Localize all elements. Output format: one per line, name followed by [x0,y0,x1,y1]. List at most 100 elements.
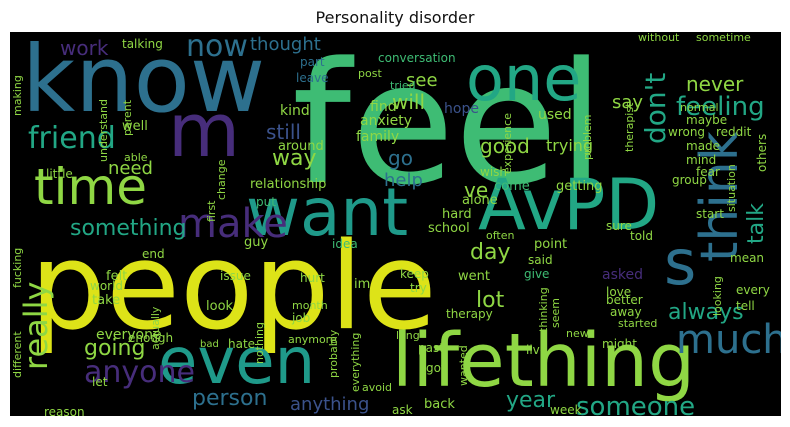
word-group: group [672,173,707,187]
word-well: well [122,119,148,134]
word-first: first [205,200,218,223]
word-actually: actually [149,306,162,350]
word-talk: talk [744,203,769,244]
word-part: part [300,55,325,69]
word-hurt: hurt [300,271,325,285]
word-normal: normal [680,101,719,114]
word-idea: idea [332,237,358,251]
word-lifething: lifething [392,318,696,404]
word-live: live [526,343,548,357]
word-work: work [60,36,109,60]
word-end: end [142,247,165,261]
word-trying: trying [546,136,594,155]
word-therapy: therapy [446,307,493,321]
word-seem: seem [549,298,562,328]
word-someone: someone [576,392,696,416]
word-will: will [392,90,426,114]
word-much: much [676,317,781,363]
word-making: making [11,75,24,116]
word-nothing: nothing [253,322,266,364]
word-person: person [192,386,268,411]
word-mind: mind [686,153,717,167]
word-bad: bad [200,339,219,350]
word-post: post [358,67,382,80]
chart-title: Personality disorder [315,8,475,27]
word-able: able [124,151,148,164]
word-lot: lot [476,288,505,313]
word-problem: problem [581,114,594,160]
word-never: never [686,72,744,96]
word-even: even [158,325,316,399]
word-keep: keep [400,267,429,281]
word-know: know [22,32,266,133]
word-parent: parent [121,99,134,136]
word-anyone: anyone [84,355,195,390]
word-might: might [602,337,637,351]
word-kind: kind [280,103,310,119]
word-day: day [470,240,511,265]
word-maybe: maybe [686,113,728,127]
word-got: got [426,361,446,375]
word-love: love [606,285,632,299]
word-anything: anything [290,394,370,415]
word-back: back [424,397,455,412]
word-im: im [354,277,371,292]
word-anymore: anymore [288,333,337,346]
word-past: past [418,341,444,355]
word-guy: guy [244,235,269,250]
word-ask: ask [392,403,413,416]
word-friend: friend [28,121,116,156]
word-change: change [215,159,228,200]
word-talking: talking [122,37,163,51]
word-understand: understand [97,99,110,162]
word-said: said [528,253,553,267]
word-sometime: sometime [696,32,751,44]
word-better: better [606,293,643,307]
word-need: need [108,158,153,179]
word-fucking: fucking [11,247,24,288]
word-told: told [630,229,653,243]
word-avoid: avoid [362,381,393,394]
word-s: s [664,226,697,299]
word-made: made [686,139,721,153]
word-away: away [610,305,642,319]
word-try: try [410,281,427,295]
word-long: long [396,329,420,342]
word-job: job [292,311,311,325]
word-way: way [272,146,317,171]
word-reason: reason [44,405,85,416]
word-one: one [466,42,582,115]
word-probably: probably [327,329,340,378]
word-relationship: relationship [250,177,327,192]
word-hard: hard [442,207,472,222]
word-want: want [246,174,409,251]
word-ve: ve [464,178,489,202]
word-feel: feel [292,32,605,222]
word-different: different [11,331,24,378]
word-thinking: thinking [537,287,550,332]
word-family: family [356,129,400,145]
word-week: week [550,403,582,416]
word-hope: hope [444,101,479,117]
word-alone: alone [462,193,498,208]
word-go: go [388,146,413,170]
word-cloud: people feel know lifething even want AvP… [10,32,781,416]
word-started: started [618,317,658,330]
word-new: new [566,327,589,340]
word-felt: felt [106,269,128,284]
word-put: put [256,195,276,209]
word-getting: getting [556,179,603,194]
word-issue: issue [220,269,251,283]
word-every: every [736,283,770,297]
word-tried: tried [390,79,416,92]
word-looking: looking [711,276,724,316]
word-something: something [70,216,187,241]
word-time: time [34,158,147,216]
word-asked: asked [602,267,643,283]
word-without: without [638,32,680,44]
word-find: find [370,99,397,115]
word-thought: thought [250,34,321,55]
word-sure: sure [606,219,632,233]
word-conversation: conversation [378,51,456,65]
word-therapist: therapist [623,102,636,152]
